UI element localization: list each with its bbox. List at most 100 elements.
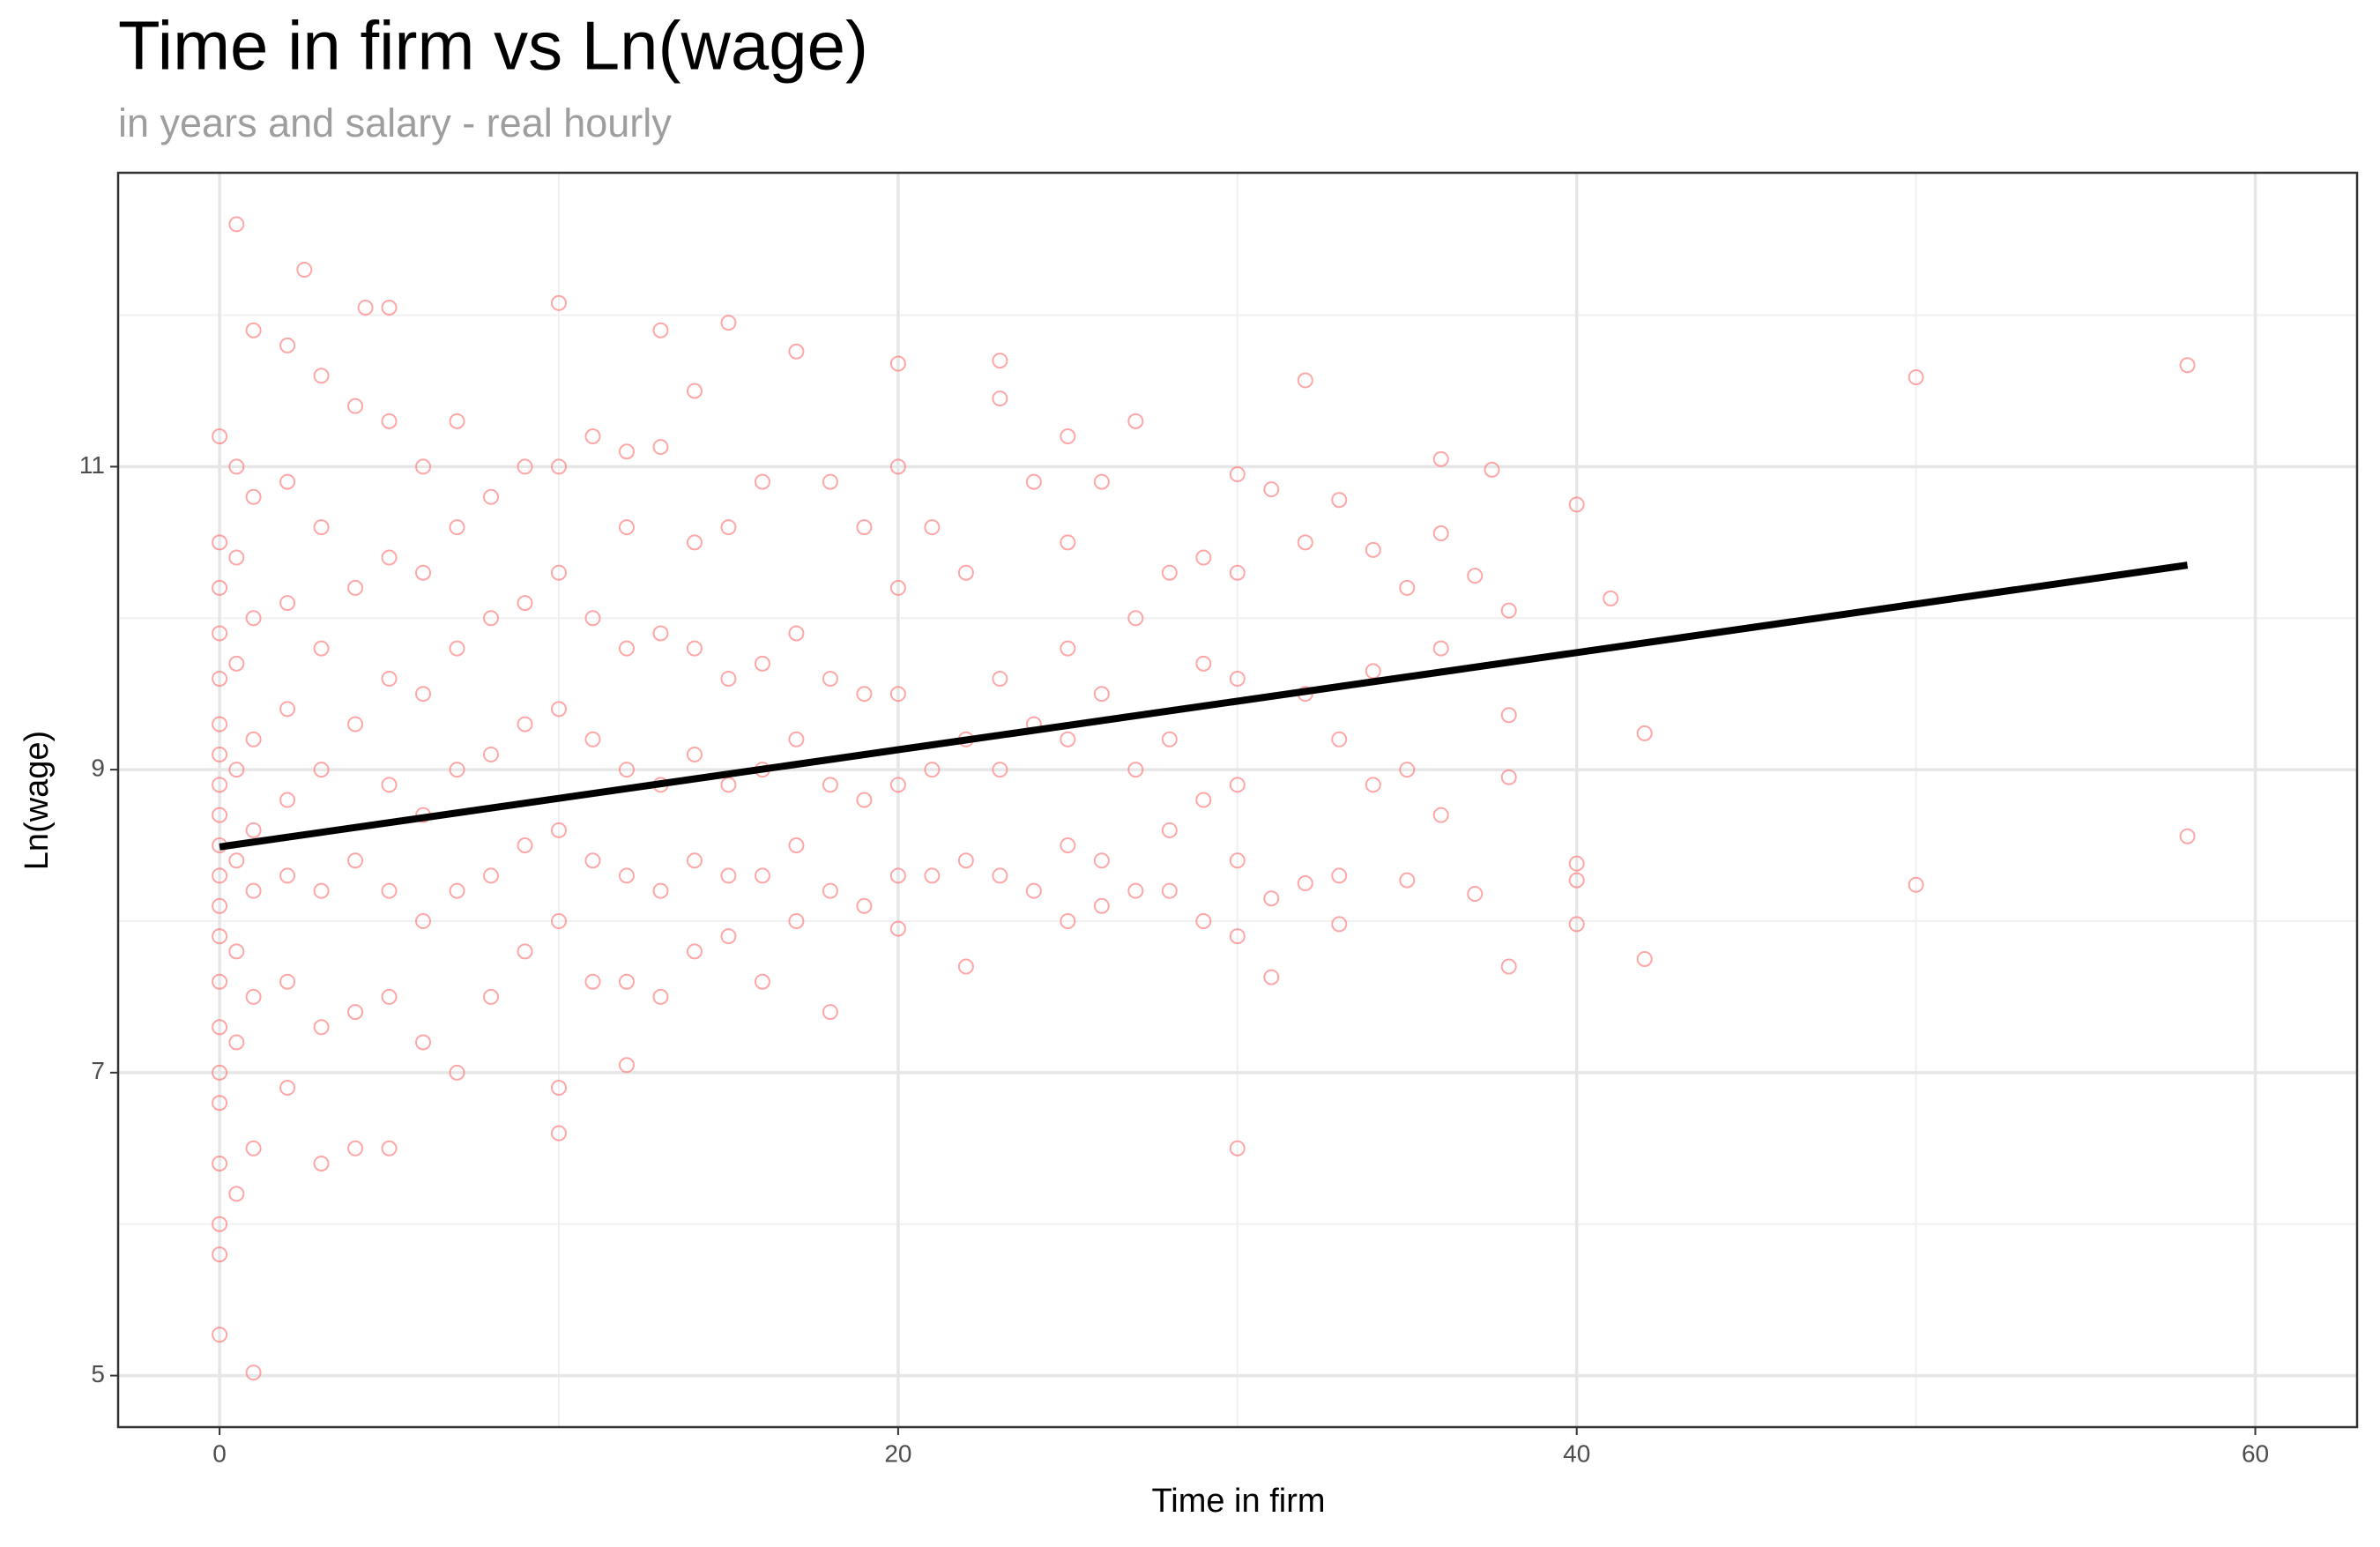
point [313,640,330,657]
point [245,988,262,1005]
point [550,912,567,929]
x-tick-label: 20 [884,1439,911,1467]
point [483,746,500,762]
point [245,1365,262,1381]
point [483,610,500,627]
point [618,640,635,657]
point [212,1095,228,1112]
point [1161,822,1178,838]
point [1500,958,1517,975]
point [245,822,262,838]
point [686,534,703,551]
chart-title: Time in firm vs Ln(wage) [118,7,868,85]
point [822,882,838,899]
point [415,458,432,475]
point [1297,534,1313,551]
point [720,519,737,536]
point [279,973,296,990]
point [212,716,228,733]
point [822,777,838,793]
point [720,928,737,945]
point [313,368,330,384]
point [1060,731,1076,747]
x-tick-label: 40 [1563,1439,1590,1467]
point [550,1125,567,1142]
point [1432,640,1449,657]
point [212,1155,228,1171]
point [313,1019,330,1036]
point [381,1140,398,1157]
point [992,762,1008,778]
point [1467,568,1484,584]
point [212,897,228,914]
point [550,458,567,475]
point [1399,872,1416,889]
point [584,731,601,747]
point [1467,886,1484,903]
point [889,867,906,884]
point [754,473,770,490]
point [1365,541,1381,558]
point [1432,450,1449,467]
point [1636,725,1653,741]
point [754,867,770,884]
point [517,837,533,854]
point [381,549,398,566]
point [347,1140,364,1157]
point [347,716,364,733]
y-tick-label: 5 [91,1360,105,1387]
y-tick-label: 11 [79,451,105,479]
point [1331,867,1348,884]
trend-line [219,562,2189,851]
point [889,777,906,793]
point [212,1019,228,1036]
point [788,731,805,747]
point [245,882,262,899]
point [1365,777,1381,793]
point [1568,872,1585,889]
point [1161,882,1178,899]
point [652,439,669,456]
point [1568,496,1585,513]
point [754,655,770,672]
point [2179,828,2196,844]
point [1331,916,1348,933]
point [228,762,245,778]
y-axis-title: Ln(wage) [19,731,56,870]
point [212,579,228,596]
point [686,383,703,399]
chart-subtitle: in years and salary - real hourly [118,100,672,145]
point [415,686,432,703]
point [1399,762,1416,778]
point [584,428,601,445]
point [245,731,262,747]
point [245,1140,262,1157]
point [1025,882,1042,899]
point [618,519,635,536]
point [381,777,398,793]
point [788,625,805,642]
point [313,762,330,778]
point [550,701,567,718]
point [618,443,635,460]
point [822,671,838,688]
point [1093,852,1110,869]
point [415,1034,432,1051]
point [720,867,737,884]
point [212,1064,228,1081]
point [1432,525,1449,542]
point [228,458,245,475]
point [1229,1140,1246,1157]
point [347,852,364,869]
point [924,867,941,884]
point [347,1004,364,1021]
point [1399,579,1416,596]
point [212,625,228,642]
point [1908,369,1924,386]
point [1229,777,1246,793]
point [228,549,245,566]
point [720,671,737,688]
point [1500,769,1517,785]
point [889,458,906,475]
